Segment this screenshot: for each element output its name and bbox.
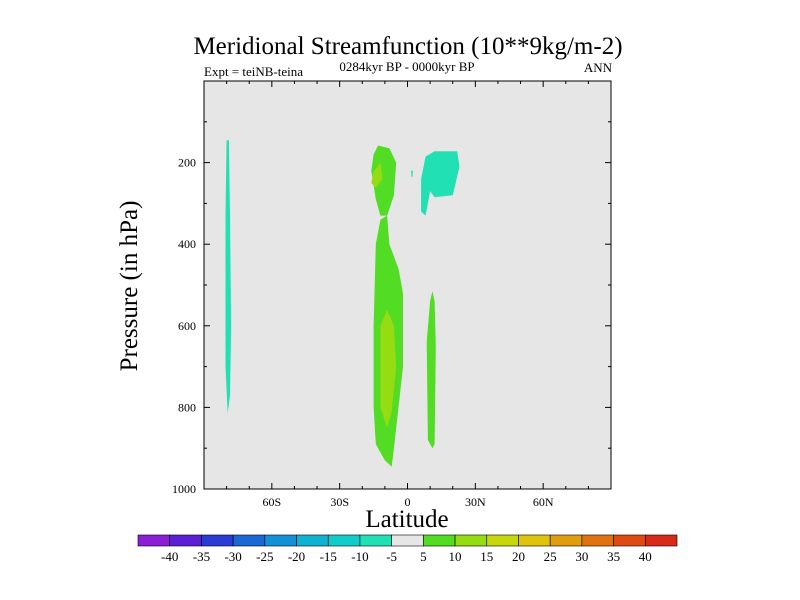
colorbar-box xyxy=(581,534,614,547)
colorbar-label: -10 xyxy=(351,549,368,564)
chart-title: Meridional Streamfunction (10**9kg/m-2) xyxy=(193,33,622,60)
contour-lower-cell-core xyxy=(380,309,397,428)
colorbar-box xyxy=(296,534,329,547)
season-label: ANN xyxy=(584,60,613,75)
colorbar-label: -15 xyxy=(320,549,337,564)
x-tick-label: 60S xyxy=(262,495,281,509)
y-axis-label: Pressure (in hPa) xyxy=(116,201,143,372)
colorbar-label: 25 xyxy=(544,549,557,564)
colorbar-box xyxy=(201,534,234,547)
colorbar-box xyxy=(391,534,424,547)
contour-upper-cell-core xyxy=(371,162,383,188)
colorbar-box xyxy=(137,534,171,547)
colorbar-label: 5 xyxy=(420,549,427,564)
y-tick-label: 800 xyxy=(178,400,196,414)
colorbar-label: 10 xyxy=(449,549,462,564)
colorbar-label: -35 xyxy=(193,549,210,564)
colorbar-box xyxy=(169,534,202,547)
plot-background xyxy=(204,81,611,489)
contour-upper-teal-right xyxy=(421,151,460,216)
x-tick-label: 0 xyxy=(405,495,411,509)
x-axis-label: Latitude xyxy=(365,506,448,533)
colorbar-box xyxy=(232,534,266,547)
colorbar-label: -20 xyxy=(288,549,305,564)
colorbar-box xyxy=(613,534,646,547)
colorbar-box xyxy=(264,534,297,547)
x-tick-label: 60N xyxy=(533,495,554,509)
colorbar-box xyxy=(549,534,583,547)
x-tick-label: 30S xyxy=(330,495,349,509)
colorbar-label: -5 xyxy=(386,549,397,564)
y-tick-label: 1000 xyxy=(172,482,196,496)
plot-area: 60S 30S 0 30N 60N 200 400 600 800 1000 xyxy=(172,80,612,509)
colorbar-label: 30 xyxy=(575,549,588,564)
colorbar-label: 35 xyxy=(607,549,620,564)
contour-small-speck xyxy=(411,170,413,177)
colorbar-box xyxy=(359,534,392,547)
colorbar-label: 20 xyxy=(512,549,525,564)
period-label: 0284kyr BP - 0000kyr BP xyxy=(339,59,474,74)
colorbar-box xyxy=(518,534,551,547)
experiment-label: Expt = teiNB-teina xyxy=(204,64,303,79)
colorbar-label: -25 xyxy=(256,549,273,564)
contour-left-band xyxy=(225,140,232,414)
colorbar: -40 -35 -30 -25 -20 -15 -10 -5 5 10 15 20 25 30 35 40 xyxy=(137,534,678,564)
y-tick-label: 200 xyxy=(178,156,196,170)
contour-upper-cell xyxy=(371,145,397,216)
y-tick-label: 600 xyxy=(178,319,196,333)
colorbar-label: 15 xyxy=(480,549,493,564)
colorbar-label: -30 xyxy=(224,549,241,564)
colorbar-label: -40 xyxy=(161,549,178,564)
colorbar-box xyxy=(644,534,678,547)
colorbar-box xyxy=(486,534,519,547)
y-tick-label: 400 xyxy=(178,237,196,251)
contour-right-thin-cell xyxy=(426,291,436,449)
colorbar-box xyxy=(454,534,488,547)
colorbar-box xyxy=(327,534,361,547)
x-tick-label: 30N xyxy=(465,495,486,509)
colorbar-label: 40 xyxy=(639,549,652,564)
colorbar-box xyxy=(423,534,456,547)
